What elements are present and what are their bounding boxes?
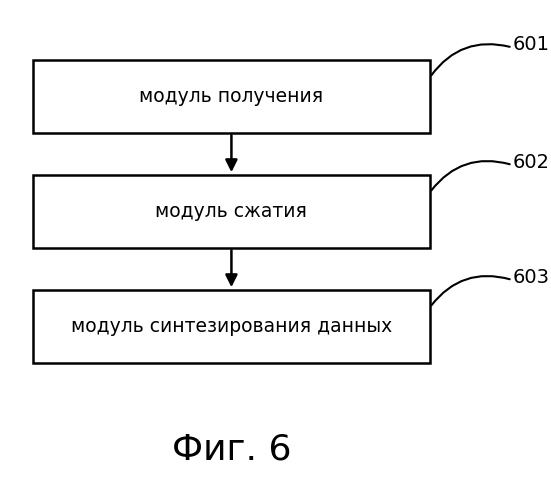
Text: 602: 602	[512, 153, 549, 172]
Text: Фиг. 6: Фиг. 6	[172, 433, 291, 467]
Text: 603: 603	[512, 268, 549, 287]
Bar	[33, 60, 430, 132]
Bar	[33, 290, 430, 362]
Text: модуль получения: модуль получения	[139, 87, 323, 106]
Text: модуль сжатия: модуль сжатия	[155, 202, 307, 221]
Text: 601: 601	[512, 36, 549, 54]
Text: модуль синтезирования данных: модуль синтезирования данных	[71, 317, 392, 336]
Bar	[33, 175, 430, 248]
